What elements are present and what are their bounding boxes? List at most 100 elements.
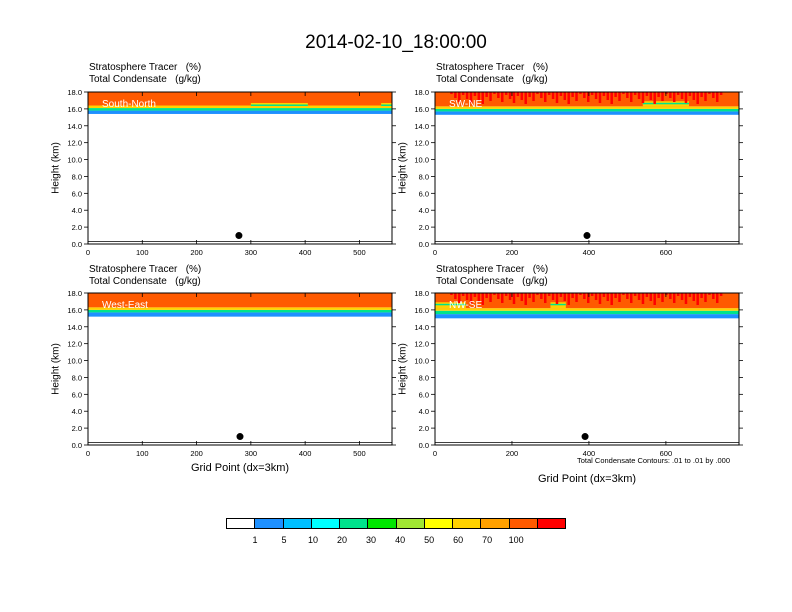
y-tick-label: 18.0: [67, 88, 82, 97]
plot-frame: [87, 91, 393, 245]
tracer-max-streak: [524, 92, 527, 104]
colorbar-swatch: [255, 519, 284, 528]
x-tick-label: 100: [136, 449, 149, 458]
tracer-band-1: [88, 312, 392, 317]
tracer-max-streak: [669, 92, 672, 98]
y-tick-label: 6.0: [72, 189, 82, 198]
y-tick-label: 4.0: [72, 407, 82, 416]
y-tick-label: 12.0: [414, 139, 429, 148]
tracer-max-streak: [590, 92, 594, 95]
x-tick-label: 100: [136, 248, 149, 257]
colorbar-label: 60: [453, 535, 464, 545]
subplot-label: South-North: [102, 99, 156, 110]
tracer-max-streak: [661, 293, 664, 302]
tracer-band-1: [435, 111, 739, 115]
y-tick-label: 4.0: [419, 206, 429, 215]
x-tick-label: 300: [245, 449, 258, 458]
panel2-title: Stratosphere Tracer (%) Total Condensate …: [436, 62, 548, 86]
tracer-max-streak: [458, 92, 461, 102]
tracer-max-streak: [587, 293, 590, 303]
plot-area: 0.0 2.0 4.0 6.0 8.0 10.0 12.0 14.0 16.0 18.0 0 100 2…: [67, 289, 396, 458]
tracer-max-streak: [645, 293, 649, 297]
tracer-max-streak: [559, 293, 563, 297]
tracer-max-streak: [629, 92, 633, 102]
tracer-max-streak: [508, 293, 512, 300]
tracer-max-streak: [590, 293, 594, 296]
x-tick-label: 400: [583, 449, 596, 458]
x-tick-label: 300: [245, 248, 258, 257]
tracer-max-streak: [544, 293, 547, 303]
colorbar-swatch: [537, 519, 565, 528]
tracer-max-streak: [489, 293, 492, 302]
tracer-max-streak: [700, 92, 703, 97]
tracer-max-streak: [555, 293, 559, 304]
tracer-max-streak: [567, 293, 570, 305]
tracer-band-5-30: [88, 309, 392, 313]
x-tick-label: 0: [86, 248, 90, 257]
subplot-label: NW-SE: [449, 300, 482, 311]
y-tick-label: 16.0: [414, 306, 429, 315]
y-tick-label: 8.0: [419, 172, 429, 181]
tracer-band-5-30: [88, 108, 392, 111]
tracer-max-streak: [540, 92, 543, 98]
tracer-max-streak: [493, 293, 496, 295]
colorbar-swatch: [509, 519, 538, 528]
y-tick-label: 2.0: [72, 424, 82, 433]
tracer-max-streak: [680, 293, 684, 300]
plot-frame: [87, 292, 393, 446]
colorbar-label: 70: [482, 535, 493, 545]
tracer-max-streak: [469, 92, 473, 103]
tracer-max-streak: [676, 293, 680, 296]
panel4-title-line1: Stratosphere Tracer (%): [436, 264, 549, 275]
tracer-max-streak: [551, 293, 555, 300]
tracer-max-streak: [665, 293, 668, 295]
tracer-max-streak: [583, 92, 586, 98]
colorbar-swatch: [453, 519, 482, 528]
tracer-max-streak: [485, 92, 488, 97]
tracer-max-streak: [575, 92, 578, 101]
tracer-bump-edge-0: [435, 303, 466, 306]
colorbar-swatch: [340, 519, 369, 528]
y-tick-label: 16.0: [67, 306, 82, 315]
y-tick-label: 10.0: [67, 357, 82, 366]
tracer-max-streak: [610, 92, 613, 104]
tracer-max-streak: [493, 92, 496, 94]
tracer-max-streak: [497, 92, 500, 98]
y-tick-label: 0.0: [72, 441, 82, 450]
tracer-max-streak: [629, 293, 633, 303]
y-tick-label: 10.0: [67, 156, 82, 165]
panel1-ylabel: Height (km): [50, 142, 62, 194]
terrain-marker: [581, 433, 589, 441]
tracer-max-streak: [508, 92, 512, 99]
y-tick-label: 18.0: [67, 289, 82, 298]
terrain-marker: [235, 232, 243, 240]
colorbar-label: 100: [508, 535, 524, 545]
tracer-max-streak: [473, 293, 477, 297]
tracer-max-streak: [454, 92, 457, 98]
terrain-marker: [583, 232, 591, 240]
tracer-max-streak: [606, 92, 610, 100]
tracer-max-streak: [637, 92, 641, 99]
tracer-max-streak: [504, 293, 508, 296]
panel3-xlabel: Grid Point (dx=3km): [190, 462, 290, 474]
tracer-max-streak: [532, 92, 535, 101]
tracer-band-30-60: [435, 308, 739, 311]
y-tick-label: 8.0: [72, 172, 82, 181]
colorbar-label: 30: [366, 535, 377, 545]
tracer-bump-edge-1: [381, 104, 392, 106]
x-tick-label: 200: [506, 248, 519, 257]
tracer-bump-0: [250, 102, 308, 106]
tracer-max-streak: [598, 293, 602, 304]
tracer-max-streak: [587, 92, 590, 102]
tracer-max-streak: [501, 92, 504, 102]
tracer-max-streak: [692, 92, 696, 100]
tracer-max-streak: [676, 92, 680, 95]
tracer-max-streak: [649, 92, 653, 100]
colorbar-label: 5: [281, 535, 287, 545]
tracer-max-streak: [528, 293, 531, 298]
tracer-max-streak: [641, 92, 645, 103]
x-tick-label: 400: [299, 449, 312, 458]
tracer-max-streak: [672, 92, 676, 102]
tracer-max-streak: [504, 92, 508, 95]
tracer-max-streak: [465, 92, 469, 99]
